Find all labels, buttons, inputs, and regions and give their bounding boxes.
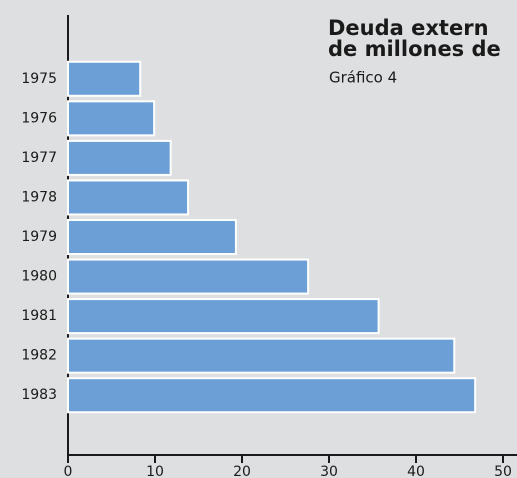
y-tick-label: 1980 bbox=[21, 269, 57, 285]
bar bbox=[67, 377, 477, 414]
bar bbox=[67, 298, 380, 335]
y-tick-label: 1981 bbox=[21, 308, 57, 324]
x-tick-label: 50 bbox=[494, 464, 512, 478]
chart-subtitle: Gráfico 4 bbox=[329, 69, 397, 87]
y-tick-label: 1975 bbox=[21, 71, 57, 87]
bar bbox=[67, 60, 142, 97]
y-tick-label: 1983 bbox=[21, 387, 57, 403]
bar bbox=[67, 337, 456, 374]
y-tick-label: 1978 bbox=[21, 189, 57, 205]
x-tick-label: 30 bbox=[320, 464, 338, 478]
x-tick-label: 0 bbox=[64, 464, 73, 478]
bar bbox=[67, 218, 237, 256]
x-tick-label: 10 bbox=[146, 464, 164, 478]
bar bbox=[67, 258, 310, 295]
x-tick-label: 40 bbox=[407, 464, 425, 478]
chart-title: Deuda extern bbox=[328, 16, 489, 40]
chart-title: de millones de bbox=[328, 37, 501, 61]
y-tick-label: 1982 bbox=[21, 348, 57, 364]
y-tick-label: 1979 bbox=[21, 229, 57, 245]
bar bbox=[67, 100, 156, 137]
y-tick-label: 1977 bbox=[21, 150, 57, 166]
bar bbox=[67, 179, 190, 216]
x-tick-label: 20 bbox=[233, 464, 251, 478]
y-tick-label: 1976 bbox=[21, 110, 57, 126]
bar bbox=[67, 139, 172, 176]
